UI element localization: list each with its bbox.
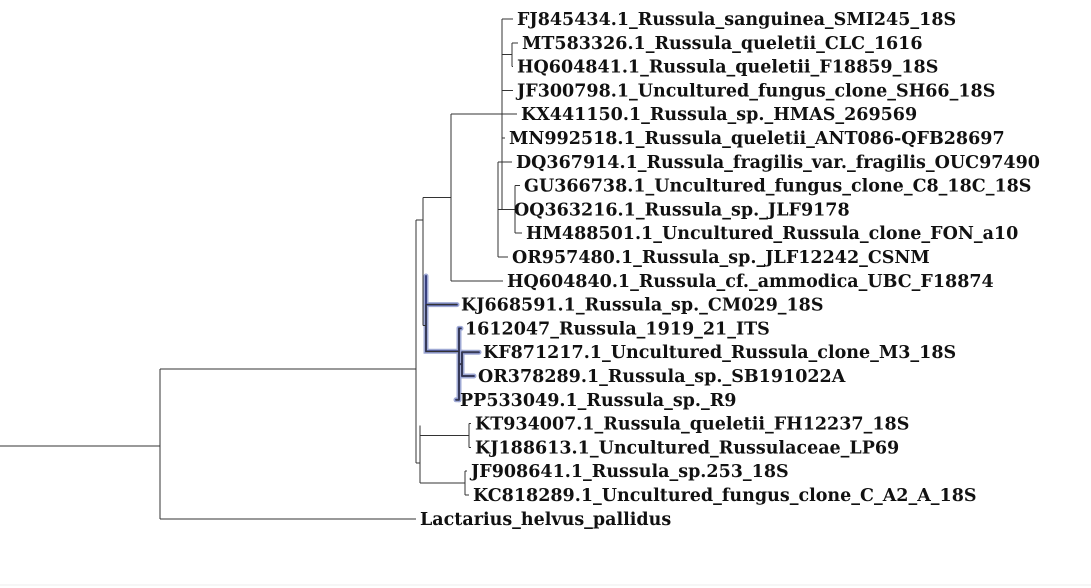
highlight-branch: [425, 275, 458, 306]
taxon-label[interactable]: MN992518.1_Russula_queletii_ANT086-QFB28…: [509, 129, 1005, 149]
taxon-labels: FJ845434.1_Russula_sanguinea_SMI245_18S …: [420, 10, 1040, 530]
taxon-label[interactable]: FJ845434.1_Russula_sanguinea_SMI245_18S: [517, 10, 956, 30]
taxon-label[interactable]: DQ367914.1_Russula_fragilis_var._fragili…: [516, 153, 1040, 173]
taxon-label[interactable]: KC818289.1_Uncultured_fungus_clone_C_A2_…: [473, 486, 977, 506]
taxon-label[interactable]: HQ604840.1_Russula_cf._ammodica_UBC_F188…: [507, 272, 994, 292]
taxon-label[interactable]: OR957480.1_Russula_sp._JLF12242_CSNM: [512, 248, 930, 268]
taxon-label[interactable]: KX441150.1_Russula_sp._HMAS_269569: [521, 105, 917, 125]
taxon-label[interactable]: KF871217.1_Uncultured_Russula_clone_M3_1…: [483, 343, 956, 363]
taxon-label[interactable]: OQ363216.1_Russula_sp._JLF9178: [514, 200, 850, 220]
tree-branches: [0, 18, 522, 520]
taxon-label[interactable]: GU366738.1_Uncultured_fungus_clone_C8_18…: [524, 177, 1031, 197]
taxon-label[interactable]: KJ188613.1_Uncultured_Russulaceae_LP69: [475, 438, 899, 458]
taxon-label[interactable]: Lactarius_helvus_pallidus: [420, 510, 671, 530]
taxon-label[interactable]: JF300798.1_Uncultured_fungus_clone_SH66_…: [515, 81, 995, 101]
taxon-label[interactable]: HM488501.1_Uncultured_Russula_clone_FON_…: [526, 224, 1018, 244]
highlight-branch: [425, 303, 460, 353]
taxon-label[interactable]: 1612047_Russula_1919_21_ITS: [465, 319, 770, 339]
taxon-label[interactable]: OR378289.1_Russula_sp._SB191022A: [478, 367, 846, 387]
highlight-glow: [423, 273, 460, 308]
taxon-label[interactable]: KJ668591.1_Russula_sp._CM029_18S: [461, 296, 824, 316]
taxon-label[interactable]: JF908641.1_Russula_sp.253_18S: [469, 462, 789, 482]
taxon-label[interactable]: MT583326.1_Russula_queletii_CLC_1616: [522, 34, 923, 54]
taxon-label[interactable]: KT934007.1_Russula_queletii_FH12237_18S: [475, 415, 909, 435]
taxon-label[interactable]: HQ604841.1_Russula_queletii_F18859_18S: [517, 58, 938, 78]
taxon-label[interactable]: PP533049.1_Russula_sp._R9: [460, 391, 736, 411]
highlight-glow: [423, 302, 462, 354]
